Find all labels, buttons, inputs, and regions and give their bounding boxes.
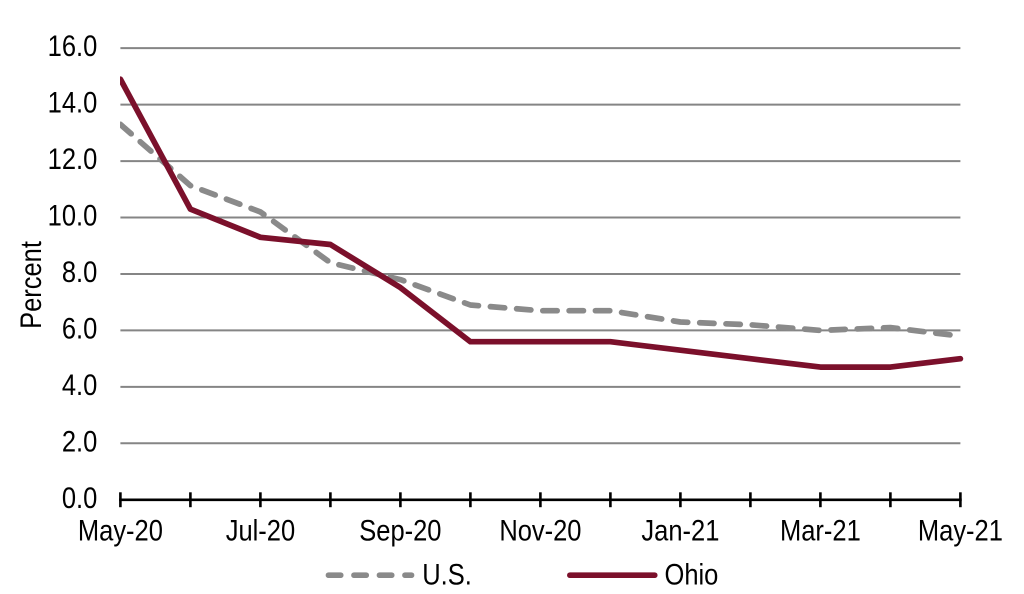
svg-text:Nov-20: Nov-20	[499, 513, 581, 546]
svg-text:12.0: 12.0	[48, 142, 98, 175]
svg-text:Mar-21: Mar-21	[780, 513, 861, 546]
svg-text:16.0: 16.0	[48, 29, 98, 62]
svg-text:Ohio: Ohio	[665, 557, 719, 590]
svg-text:14.0: 14.0	[48, 86, 98, 119]
svg-text:Sep-20: Sep-20	[359, 513, 441, 546]
svg-text:Percent: Percent	[14, 241, 47, 329]
svg-text:8.0: 8.0	[62, 255, 97, 288]
svg-text:10.0: 10.0	[48, 199, 98, 232]
svg-text:May-21: May-21	[918, 513, 1003, 546]
svg-text:0.0: 0.0	[62, 481, 97, 514]
svg-text:Jul-20: Jul-20	[226, 513, 295, 546]
svg-text:6.0: 6.0	[62, 312, 97, 345]
svg-text:2.0: 2.0	[62, 424, 97, 457]
svg-text:U.S.: U.S.	[422, 557, 472, 590]
svg-text:4.0: 4.0	[62, 368, 97, 401]
svg-text:May-20: May-20	[78, 513, 163, 546]
svg-text:Jan-21: Jan-21	[641, 513, 719, 546]
